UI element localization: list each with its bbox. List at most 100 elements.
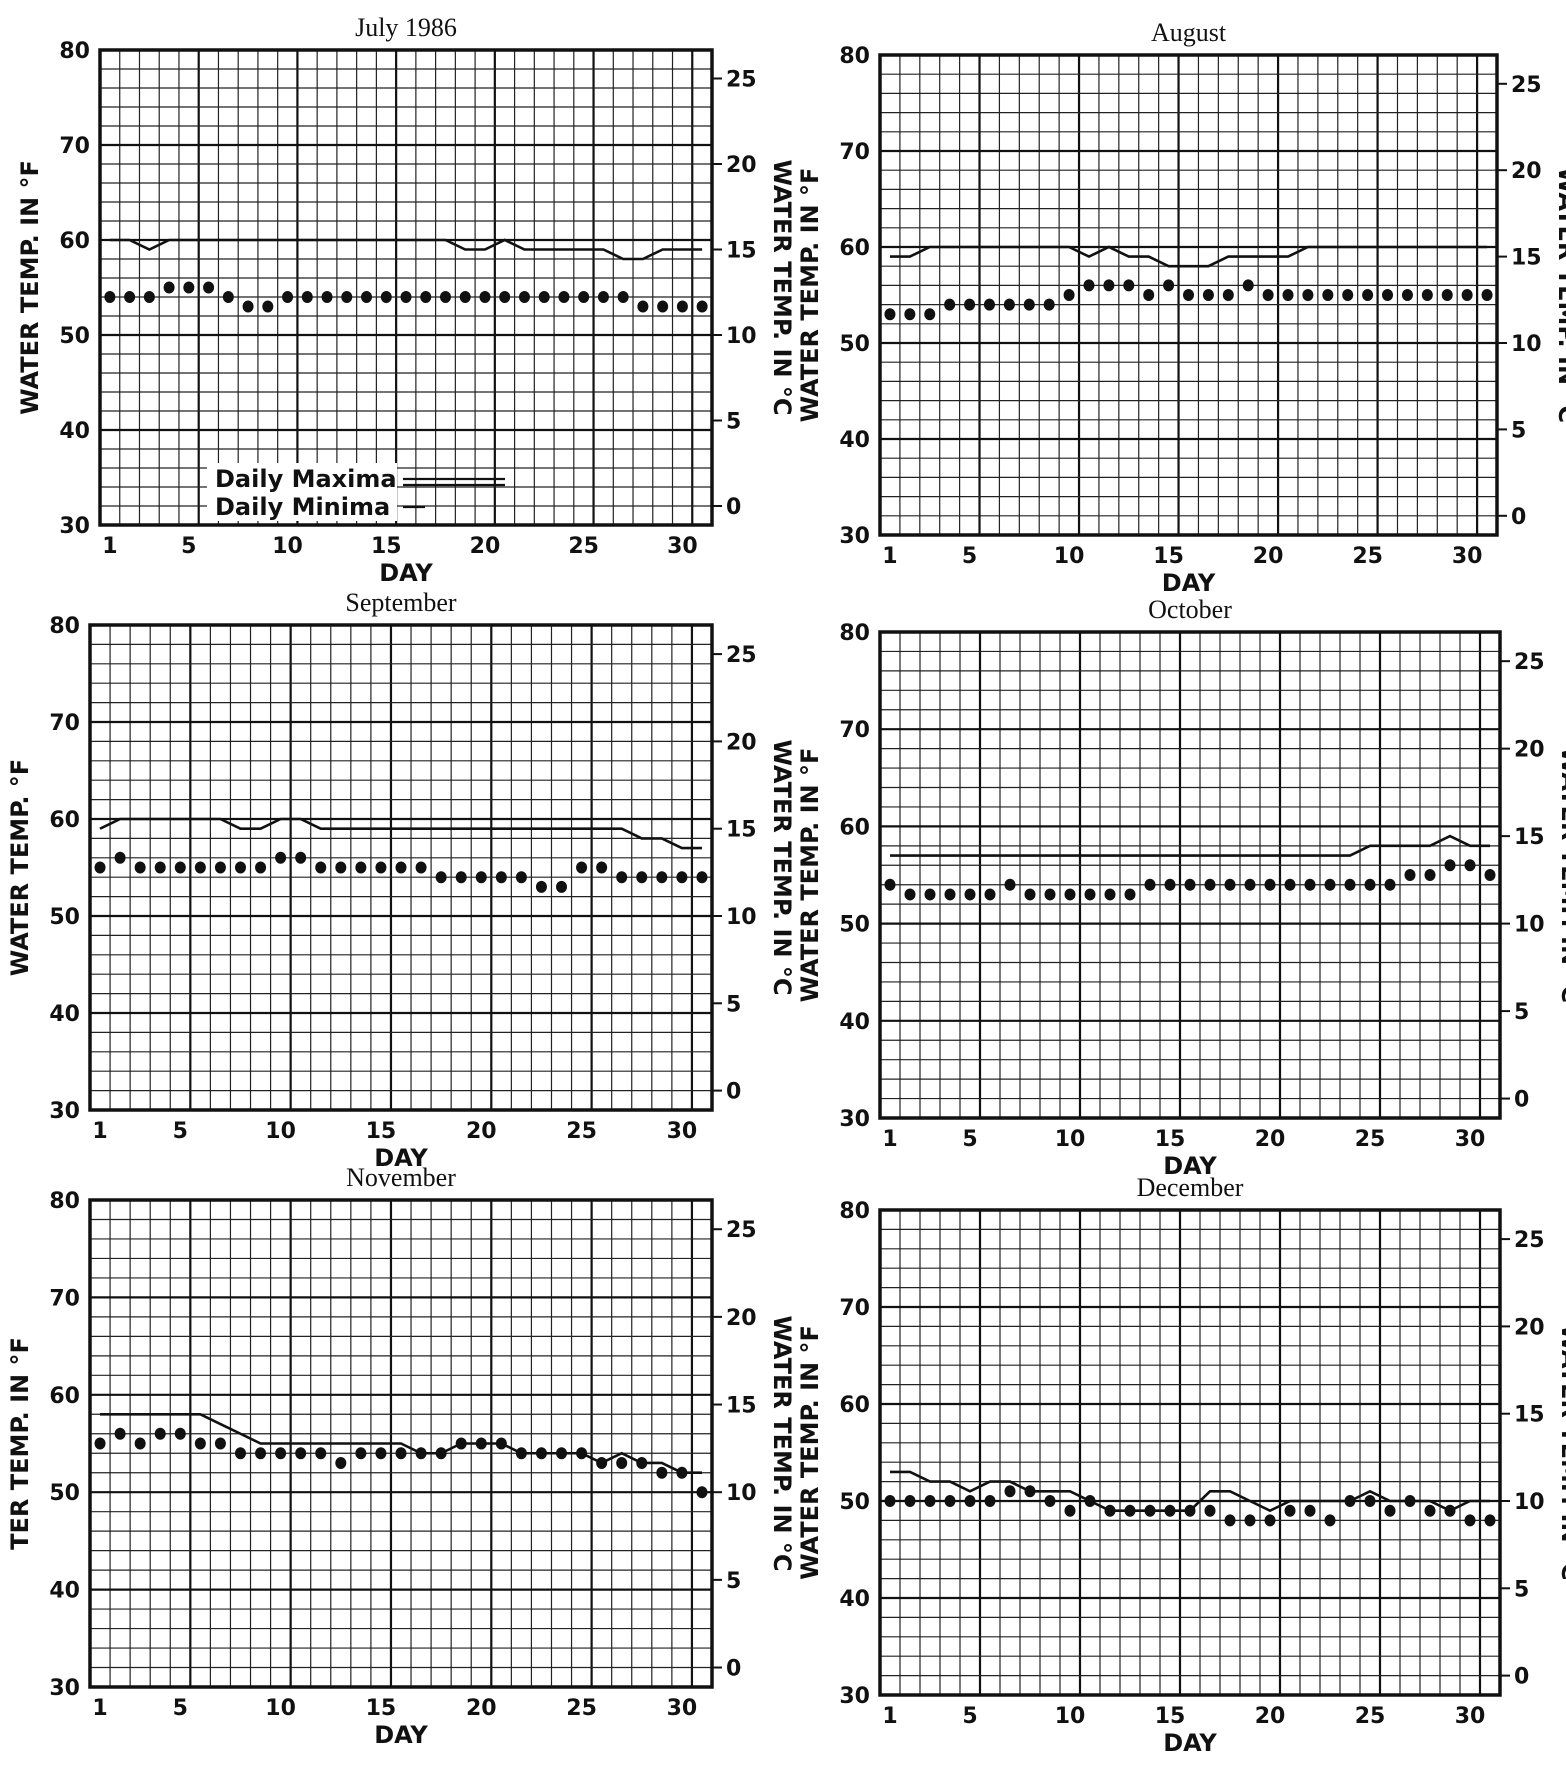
daily-minima-point [134, 1437, 146, 1450]
y-tick-label: 60 [49, 808, 80, 833]
daily-minima-point [1444, 859, 1456, 872]
daily-minima-point [395, 1447, 407, 1460]
daily-minima-point [1262, 289, 1274, 301]
daily-minima-point [420, 291, 432, 303]
y2-tick-label: 0 [1514, 1088, 1529, 1113]
x-tick-label: 30 [667, 1119, 698, 1144]
daily-minima-point [1104, 888, 1116, 901]
daily-minima-point [924, 888, 936, 901]
daily-minima-point [518, 291, 530, 303]
daily-minima-point [1202, 289, 1214, 301]
daily-minima-point [1224, 1514, 1236, 1527]
daily-minima-point [1401, 289, 1413, 301]
daily-minima-point [558, 291, 570, 303]
daily-minima-point [1404, 1495, 1416, 1507]
daily-minima-point [556, 1447, 568, 1460]
y2-tick-label: 5 [726, 992, 741, 1017]
chart-title: August [1151, 18, 1227, 47]
grid [880, 632, 1500, 1118]
x-tick-label: 20 [1255, 1127, 1286, 1152]
daily-minima-point [335, 861, 347, 874]
daily-minima-point [535, 1447, 547, 1460]
y2-tick-label: 10 [726, 324, 757, 349]
y-tick-label: 30 [49, 1676, 80, 1701]
daily-minima-point [538, 291, 550, 303]
y-tick-label: 70 [59, 134, 90, 159]
x-tick-label: 20 [466, 1119, 497, 1144]
daily-minima-point [676, 300, 688, 313]
daily-minima-point [515, 1447, 527, 1460]
x-tick-label: 1 [882, 1127, 897, 1152]
y2-tick-label: 10 [726, 1481, 757, 1506]
y-tick-label: 60 [839, 815, 870, 840]
daily-minima-point [884, 878, 896, 891]
x-tick-label: 15 [1153, 544, 1184, 569]
y-tick-label: 40 [49, 1579, 80, 1604]
daily-minima-point [636, 1456, 648, 1469]
x-axis-label: DAY [374, 1721, 428, 1749]
daily-minima-point [944, 298, 956, 311]
daily-maxima-line [889, 245, 1488, 268]
daily-minima-point [1144, 1504, 1156, 1517]
y2-tick-label: 0 [1511, 505, 1526, 530]
daily-minima-point [183, 281, 195, 294]
x-tick-label: 25 [568, 534, 599, 559]
daily-minima-point [154, 861, 166, 874]
x-tick-label: 30 [667, 1696, 698, 1721]
y-tick-label: 50 [59, 324, 90, 349]
daily-maxima-line [890, 834, 1490, 857]
daily-minima-point [1421, 289, 1433, 301]
daily-minima-point [234, 1447, 246, 1460]
daily-minima-point [1064, 1504, 1076, 1517]
y2-tick-label: 10 [1514, 913, 1545, 938]
legend-background [207, 463, 397, 521]
grid [880, 55, 1497, 535]
legend-minima-label: Daily Minima [215, 493, 390, 521]
daily-minima-point [222, 291, 234, 303]
daily-minima-point [696, 871, 708, 884]
y2-tick-label: 20 [726, 1306, 757, 1331]
daily-minima-point [1324, 878, 1336, 891]
y2-tick-label: 0 [726, 1657, 741, 1682]
x-tick-label: 10 [265, 1696, 296, 1721]
y2-tick-label: 25 [1514, 650, 1545, 675]
x-tick-label: 5 [962, 1704, 977, 1729]
daily-minima-point [124, 291, 136, 303]
daily-minima-point [1183, 289, 1194, 301]
daily-minima-point [1164, 878, 1176, 891]
y-axis-label: WATER TEMP. IN °F [796, 748, 824, 1003]
daily-minima-point [495, 1437, 507, 1450]
x-tick-label: 1 [102, 534, 117, 559]
daily-minima-point [1044, 888, 1056, 901]
y-tick-label: 80 [49, 614, 80, 639]
x-tick-label: 30 [1452, 544, 1483, 569]
plot-frame [88, 1198, 714, 1689]
daily-minima-point [1043, 298, 1055, 311]
daily-minima-point [904, 308, 916, 321]
daily-minima-point [361, 291, 373, 303]
y-tick-label: 40 [49, 1002, 80, 1027]
y-tick-label: 50 [839, 332, 870, 357]
y2-tick-label: 20 [726, 153, 757, 178]
daily-minima-point [375, 1447, 387, 1460]
y2-tick-label: 0 [1514, 1665, 1529, 1690]
daily-minima-point [203, 281, 215, 294]
daily-minima-point [439, 291, 451, 303]
x-axis-label: DAY [1163, 1729, 1217, 1757]
x-tick-label: 20 [466, 1696, 497, 1721]
y2-axis-label: WATER TEMP. IN °C [768, 740, 796, 996]
daily-minima-point [1144, 878, 1156, 891]
daily-minima-point [964, 298, 976, 311]
daily-minima-point [944, 1495, 956, 1507]
x-tick-label: 5 [173, 1696, 188, 1721]
x-tick-label: 15 [366, 1119, 397, 1144]
y2-tick-label: 5 [1514, 1577, 1529, 1602]
y-tick-label: 70 [839, 140, 870, 165]
daily-minima-point [435, 871, 447, 884]
daily-minima-point [255, 1447, 267, 1460]
x-tick-label: 20 [470, 534, 501, 559]
y-tick-label: 50 [839, 913, 870, 938]
daily-minima-point [282, 291, 294, 303]
x-tick-label: 20 [1253, 544, 1284, 569]
daily-minima-point [1184, 1504, 1196, 1517]
